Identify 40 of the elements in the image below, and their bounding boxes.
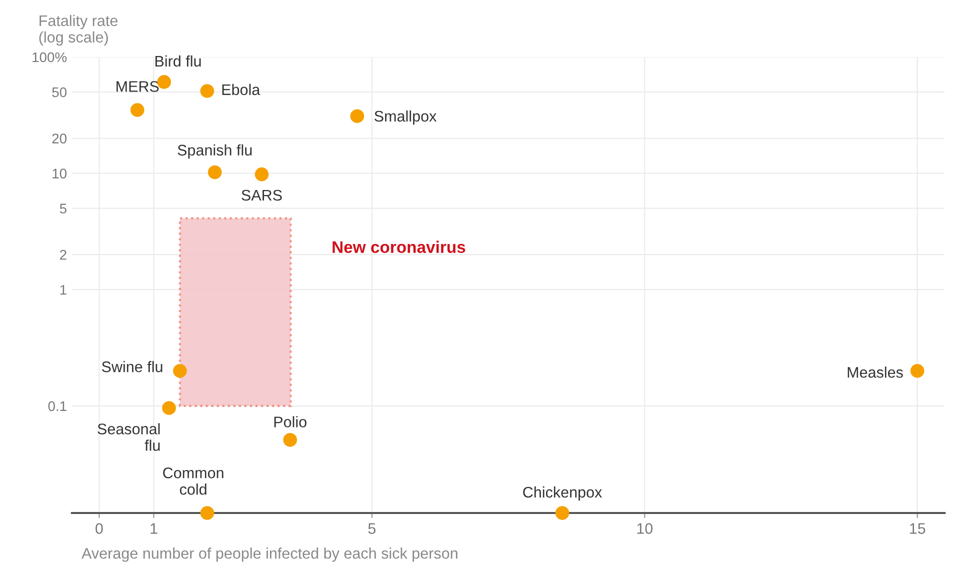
point xyxy=(555,506,570,520)
point xyxy=(130,103,144,117)
annotation: Smallpox xyxy=(374,110,437,125)
y-tick-label: 1 xyxy=(60,285,66,295)
annotation: Measles xyxy=(848,366,903,378)
annotation: Seasonal flu xyxy=(98,423,160,451)
annotation: Swine flu xyxy=(102,361,162,372)
y-tick-label: 100% xyxy=(32,52,67,62)
annotation: Bird flu xyxy=(155,55,201,67)
point xyxy=(283,433,298,447)
y-tick-label: 5 xyxy=(60,204,66,214)
x-axis-title: Average number of people infected by each sick person xyxy=(82,548,458,562)
annotation: Common cold xyxy=(163,468,224,495)
annotation: Polio xyxy=(274,416,306,428)
x-tick-label: 10 xyxy=(637,523,653,534)
annotation: SARS xyxy=(242,190,282,201)
annotation: Chickenpox xyxy=(523,486,602,501)
point xyxy=(157,75,172,89)
y-tick-label: 2 xyxy=(60,250,66,260)
point xyxy=(200,506,214,520)
point xyxy=(254,167,269,182)
point xyxy=(208,165,222,180)
point xyxy=(910,364,924,378)
y-axis-title: Fatality rate (log scale) xyxy=(39,14,118,46)
annotation: Spanish flu xyxy=(178,144,252,159)
text: New coronavirus xyxy=(332,240,466,254)
x-tick-label: 1 xyxy=(150,523,158,534)
y-tick-label: 0.1 xyxy=(48,401,66,412)
x-tick-label: 15 xyxy=(910,523,926,534)
y-tick-label: 50 xyxy=(52,87,67,98)
x-tick-label: 5 xyxy=(368,523,376,534)
point xyxy=(173,364,187,378)
point xyxy=(350,109,364,124)
x-tick-label: 0 xyxy=(96,523,103,534)
y-tick-label: 20 xyxy=(52,134,67,144)
point xyxy=(200,84,214,98)
annotation: Ebola xyxy=(222,84,260,96)
y-tick-label: 10 xyxy=(52,168,67,178)
point xyxy=(162,401,176,415)
annotation: MERS xyxy=(116,81,159,92)
